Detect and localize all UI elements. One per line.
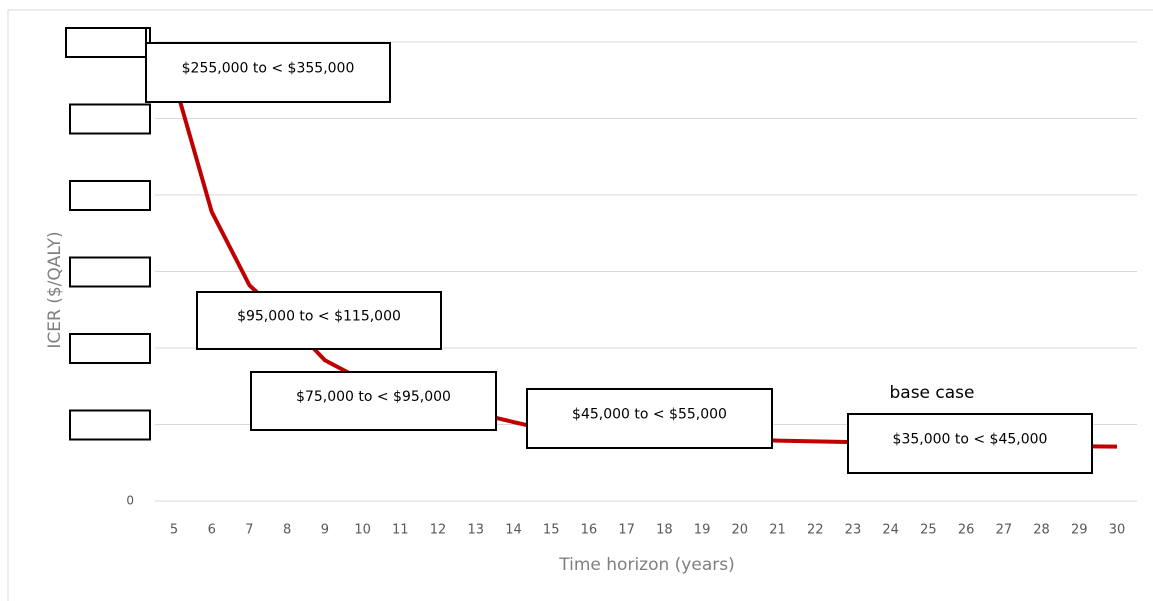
y-tick-label: 0 [126, 494, 134, 508]
x-tick-label: 26 [958, 523, 975, 538]
redacted-tick-label [69, 256, 151, 288]
redacted-tick-label [69, 180, 151, 211]
x-axis-title: Time horizon (years) [558, 555, 734, 575]
redacted-tick-label [69, 103, 151, 135]
x-tick-label: 13 [467, 523, 484, 538]
x-tick-label: 18 [656, 523, 673, 538]
annotation-box [250, 371, 497, 431]
x-tick-label: 9 [321, 523, 329, 538]
x-tick-label: 20 [732, 523, 749, 538]
annotation: $45,000 to < $55,000 [572, 407, 727, 423]
x-tick-label: 19 [694, 523, 711, 538]
x-tick-label: 15 [543, 523, 560, 538]
x-tick-label: 23 [845, 523, 862, 538]
x-tick-label: 27 [996, 523, 1013, 538]
redacted-box [65, 27, 147, 58]
annotation-box [526, 388, 773, 449]
annotation: $95,000 to < $115,000 [237, 309, 401, 325]
x-tick-label: 16 [581, 523, 598, 538]
x-tick-label: 6 [208, 523, 216, 538]
x-tick-label: 5 [170, 523, 178, 538]
x-tick-label: 21 [769, 523, 786, 538]
annotation: $35,000 to < $45,000 [893, 432, 1048, 448]
x-tick-label: 11 [392, 523, 409, 538]
x-tick-label: 7 [245, 523, 253, 538]
y-axis-title: ICER ($/QALY) [45, 231, 65, 348]
annotation: base case [889, 383, 974, 403]
x-tick-label: 29 [1071, 523, 1088, 538]
annotation-box [145, 42, 391, 103]
x-tick-label: 14 [505, 523, 522, 538]
redacted-tick-label [69, 333, 151, 364]
x-tick-label: 30 [1109, 523, 1126, 538]
redacted-tick-label [69, 409, 151, 441]
x-tick-label: 28 [1033, 523, 1050, 538]
annotation-box [847, 413, 1093, 474]
x-tick-label: 25 [920, 523, 937, 538]
x-tick-label: 17 [618, 523, 635, 538]
annotation: $255,000 to < $355,000 [182, 61, 355, 77]
x-tick-label: 8 [283, 523, 291, 538]
x-tick-label: 10 [354, 523, 371, 538]
x-tick-label: 24 [882, 523, 899, 538]
x-tick-label: 22 [807, 523, 824, 538]
x-tick-label: 12 [430, 523, 447, 538]
annotation: $75,000 to < $95,000 [296, 389, 451, 405]
annotation-box [196, 291, 442, 350]
